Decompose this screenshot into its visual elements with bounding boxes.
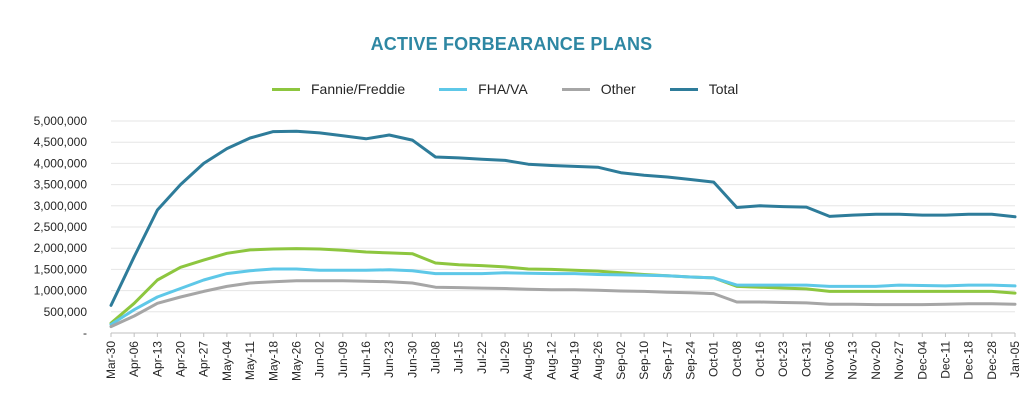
legend-label-total: Total [708,81,739,97]
y-tick-label: 4,500,000 [34,135,88,149]
x-tick-label: Aug-19 [568,341,582,380]
series-lines [109,129,1017,329]
x-tick-label: Apr-06 [127,341,141,377]
x-tick-label: Jul-08 [429,341,443,374]
y-tick-label: 2,500,000 [34,220,88,234]
x-tick-label: May-18 [266,341,280,381]
x-tick-label: Oct-31 [799,341,813,377]
x-tick-label: Sep-10 [637,341,651,380]
x-tick-label: Jan-05 [1008,341,1022,378]
legend-label-fannie-freddie: Fannie/Freddie [311,81,406,97]
y-tick-label: 2,000,000 [34,241,88,255]
gridlines [111,120,1015,334]
x-tick-label: Jul-29 [498,341,512,374]
series-line-fha-va [109,267,1017,326]
y-tick-label: 3,500,000 [34,178,88,192]
x-tick-label: Jun-02 [313,341,327,378]
y-tick-label: 500,000 [44,305,88,319]
y-tick-label: - [83,326,87,340]
x-tick-label: Nov-06 [823,341,837,380]
y-tick-label: 3,000,000 [34,199,88,213]
legend-item-total: Total [669,81,739,97]
x-tick-label: Jun-09 [336,341,350,378]
legend-item-fannie-freddie: Fannie/Freddie [272,81,405,97]
y-tick-label: 1,000,000 [34,284,88,298]
x-tick-label: Oct-08 [730,341,744,377]
x-tick-label: Dec-18 [962,341,976,380]
x-tick-label: Sep-02 [614,341,628,380]
x-tick-label: Apr-27 [197,341,211,377]
x-axis: Mar-30 Apr-06 Apr-13 Apr-20 Apr-27 May-04 May-… [104,332,1022,381]
legend-swatch-other [561,87,590,91]
chart-legend: Fannie/Freddie FHA/VA Other Total [272,79,772,99]
x-tick-label: Aug-05 [521,341,535,380]
x-tick-label: Oct-01 [707,341,721,377]
y-tick-label: 5,000,000 [34,114,88,128]
x-tick-label: Apr-20 [174,341,188,377]
y-axis: - 500,000 1,000,000 1,500,000 2,000,000 2,500… [34,114,88,340]
x-tick-label: Jun-23 [382,341,396,378]
x-tick-label: Jun-30 [405,341,419,378]
legend-item-fha-va: FHA/VA [439,81,528,97]
series-line-total [109,129,1017,307]
x-tick-label: Dec-28 [985,341,999,380]
x-tick-label: Dec-04 [915,341,929,380]
chart-title: ACTIVE FORBEARANCE PLANS [370,34,653,54]
legend-label-fha-va: FHA/VA [478,81,528,97]
legend-swatch-total [669,87,698,91]
x-tick-label: May-04 [220,341,234,381]
x-tick-label: Sep-24 [683,341,697,380]
y-tick-label: 4,000,000 [34,156,88,170]
x-tick-label: Nov-27 [892,341,906,380]
series-line-fannie-freddie [109,247,1017,325]
x-tick-label: Jun-16 [359,341,373,378]
x-tick-label: Dec-11 [938,341,952,379]
x-tick-label: Sep-17 [660,341,674,380]
x-tick-label: Mar-30 [104,341,118,379]
x-tick-label: Oct-23 [776,341,790,377]
legend-label-other: Other [600,81,636,97]
x-tick-label: Apr-13 [150,341,164,377]
x-tick-label: Aug-12 [544,341,558,380]
x-tick-label: May-11 [243,341,257,380]
y-tick-label: 1,500,000 [34,262,88,276]
x-tick-label: Aug-26 [591,341,605,380]
legend-swatch-fannie-freddie [272,87,300,91]
x-tick-label: May-26 [289,341,303,381]
x-tick-label: Jul-22 [475,341,489,374]
x-tick-label: Nov-20 [869,341,883,380]
series-line-other [109,279,1017,329]
x-tick-label: Oct-16 [753,341,767,377]
legend-item-other: Other [561,81,636,97]
legend-swatch-fha-va [439,87,468,91]
x-tick-label: Nov-13 [846,341,860,380]
x-tick-label: Jul-15 [452,341,466,374]
